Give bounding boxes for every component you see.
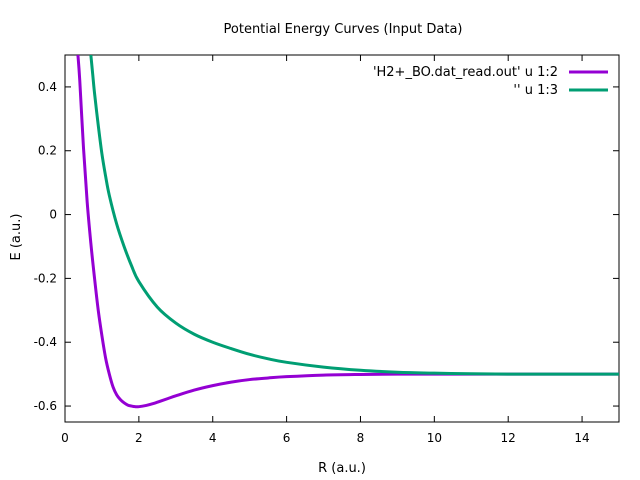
- y-axis-label: E (a.u.): [9, 214, 24, 261]
- y-tick-label: 0.4: [38, 80, 57, 94]
- chart-title: Potential Energy Curves (Input Data): [224, 22, 463, 37]
- legend: 'H2+_BO.dat_read.out' u 1:2 '' u 1:3: [373, 65, 608, 98]
- y-tick-label: -0.2: [34, 271, 57, 285]
- plot-frame: [64, 54, 620, 423]
- x-tick-label: 8: [357, 431, 365, 445]
- x-tick-label: 14: [574, 431, 589, 445]
- y-tick-label: 0.2: [38, 144, 57, 158]
- y-tick-label: -0.6: [34, 399, 57, 413]
- series-line-1: [76, 55, 619, 409]
- x-tick-label: 4: [209, 431, 217, 445]
- y-tick-label: -0.4: [34, 335, 57, 349]
- x-tick-label: 6: [283, 431, 291, 445]
- y-tick-label: 0: [49, 208, 57, 222]
- plot-area: 0 2 4 6 8 10 12 14 0.4 0.2 0 -0.2 -0.4 -0.6: [34, 54, 620, 445]
- x-tick-label: 0: [61, 431, 69, 445]
- x-tick-label: 10: [427, 431, 442, 445]
- series-line-2: [89, 55, 619, 376]
- x-axis-label: R (a.u.): [318, 461, 366, 476]
- x-tick-label: 2: [135, 431, 143, 445]
- legend-label-1: 'H2+_BO.dat_read.out' u 1:2: [373, 65, 558, 80]
- legend-label-2: '' u 1:3: [513, 83, 558, 98]
- x-tick-label: 12: [501, 431, 516, 445]
